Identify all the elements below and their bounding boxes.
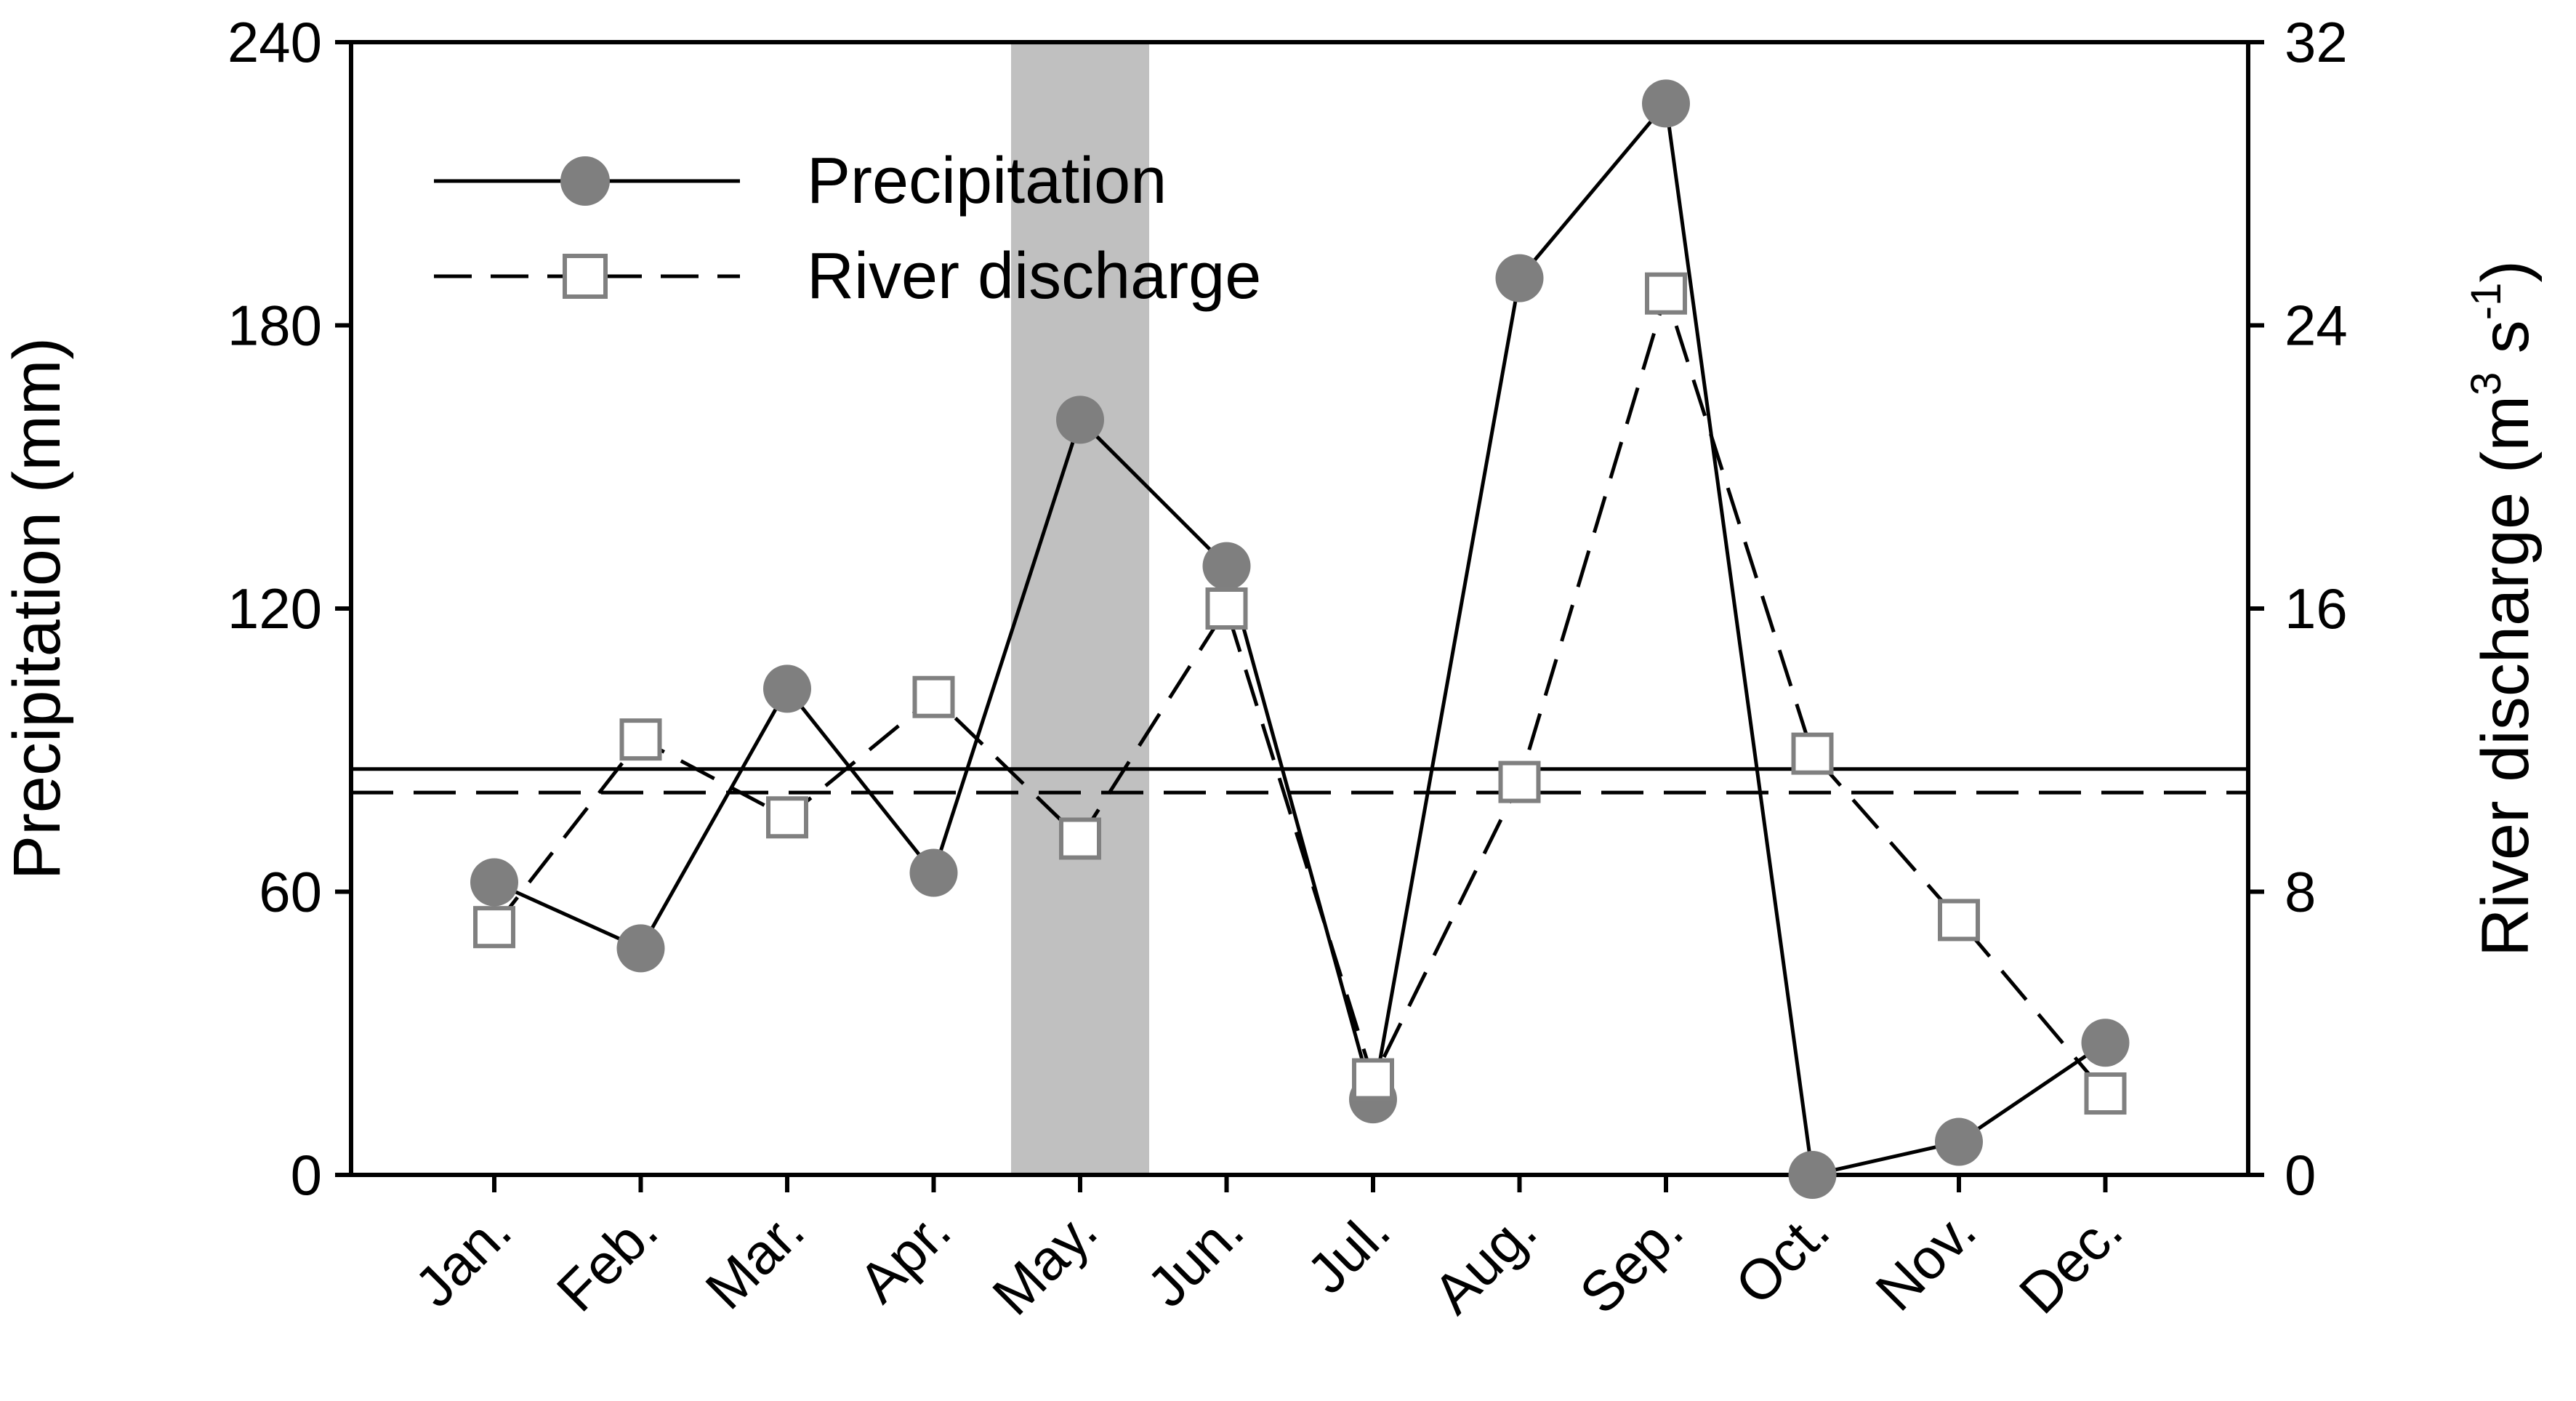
x-tick-label: Jul. xyxy=(1295,1198,1402,1306)
legend-precip-label: Precipitation xyxy=(807,145,1167,217)
left-axis-title: Precipitation (mm) xyxy=(0,337,74,880)
precipitation-point xyxy=(1642,79,1690,128)
right-axis: 0 8 16 24 32 xyxy=(2248,10,2348,1207)
discharge-series-line xyxy=(493,287,2107,1095)
discharge-point xyxy=(2084,1072,2127,1115)
discharge-point xyxy=(766,796,808,839)
right-axis-title-mid: s xyxy=(2468,320,2543,372)
discharge-point xyxy=(619,718,662,761)
legend-discharge-marker xyxy=(563,254,608,299)
precipitation-point xyxy=(1495,254,1544,302)
x-axis: Jan. Feb. Mar. Apr. May. Jun. Jul. Aug. Sep. Oct.… xyxy=(403,1175,2135,1327)
precipitation-point xyxy=(1788,1151,1837,1199)
left-tick-label: 60 xyxy=(259,860,322,924)
x-tick-label: Feb. xyxy=(544,1198,670,1324)
left-tick-label: 120 xyxy=(228,577,322,641)
precipitation-point xyxy=(909,848,958,897)
legend-discharge-label: River discharge xyxy=(807,240,1261,313)
plot-frame xyxy=(349,40,2250,1177)
left-tick-label: 0 xyxy=(291,1143,322,1207)
right-axis-title: River discharge (m3 s-1) xyxy=(2463,260,2543,957)
x-tick-label: Aug. xyxy=(1421,1198,1549,1326)
precipitation-point xyxy=(2081,1019,2130,1067)
precipitation-point xyxy=(470,858,518,907)
left-axis: 0 60 120 180 240 xyxy=(228,10,351,1207)
right-axis-title-sup1: 3 xyxy=(2463,372,2510,396)
x-tick-label: Mar. xyxy=(693,1198,816,1321)
right-axis-title-sup2: -1 xyxy=(2463,283,2510,321)
x-tick-label: Nov. xyxy=(1863,1198,1988,1323)
right-tick-label: 16 xyxy=(2285,577,2348,641)
discharge-points xyxy=(473,272,2127,1115)
discharge-point xyxy=(1059,817,1101,860)
x-tick-label: Jun. xyxy=(1135,1198,1255,1319)
discharge-point xyxy=(912,675,955,718)
discharge-point xyxy=(1205,587,1248,630)
precipitation-point xyxy=(1935,1117,1983,1166)
legend: Precipitation River discharge xyxy=(434,145,1261,313)
precipitation-points xyxy=(470,79,2130,1199)
x-tick-label: Jan. xyxy=(403,1198,523,1319)
precipitation-point xyxy=(763,665,811,713)
precipitation-point xyxy=(1056,396,1104,444)
precipitation-point xyxy=(616,924,665,973)
discharge-point xyxy=(473,906,515,949)
x-tick-label: Dec. xyxy=(2007,1198,2135,1326)
precipitation-series-line xyxy=(493,99,2106,1178)
precipitation-point xyxy=(1202,542,1251,590)
highlight-band xyxy=(1011,42,1149,1175)
discharge-point xyxy=(1352,1058,1394,1101)
discharge-point xyxy=(1938,899,1980,942)
right-tick-label: 32 xyxy=(2285,10,2348,74)
discharge-point xyxy=(1791,732,1834,775)
right-tick-label: 8 xyxy=(2285,860,2316,924)
x-tick-label: Apr. xyxy=(846,1198,962,1314)
x-tick-label: May. xyxy=(980,1198,1109,1328)
x-tick-label: Sep. xyxy=(1567,1198,1695,1326)
right-axis-title-end: ) xyxy=(2468,260,2543,283)
right-axis-title-base: River discharge (m xyxy=(2468,396,2543,957)
legend-precip-marker xyxy=(560,156,610,206)
discharge-point xyxy=(1498,760,1541,803)
left-tick-label: 240 xyxy=(228,10,322,74)
right-tick-label: 0 xyxy=(2285,1143,2316,1207)
left-tick-label: 180 xyxy=(228,294,322,358)
x-tick-label: Oct. xyxy=(1723,1198,1841,1317)
right-tick-label: 24 xyxy=(2285,294,2348,358)
discharge-point xyxy=(1645,272,1687,315)
